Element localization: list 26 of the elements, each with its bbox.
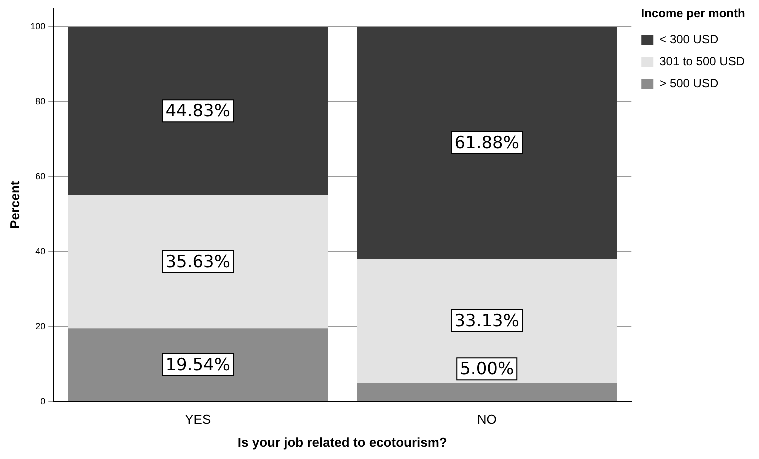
data-label: 5.00% <box>460 359 514 380</box>
bar <box>68 328 328 402</box>
y-tick-label: 0 <box>40 396 46 406</box>
x-tick-label: NO <box>477 412 497 428</box>
data-label: 19.54% <box>166 355 231 376</box>
y-tick-label: 40 <box>36 246 46 256</box>
bar <box>357 383 618 402</box>
legend-label: < 300 USD <box>660 32 719 47</box>
y-tick-label: 60 <box>36 171 46 182</box>
legend-label: > 500 USD <box>660 76 719 91</box>
data-label: 35.63% <box>166 252 231 272</box>
bar <box>68 195 328 329</box>
legend-title: Income per month <box>641 6 746 20</box>
y-tick-label: 80 <box>36 96 46 107</box>
data-label: 61.88% <box>454 133 520 154</box>
data-label: 44.83% <box>166 102 231 122</box>
y-axis-title: Percent <box>7 180 22 229</box>
data-label: 33.13% <box>454 311 520 332</box>
x-tick-label: YES <box>185 412 212 428</box>
x-axis-title: Is your job related to ecotourism? <box>238 434 448 450</box>
bar <box>357 258 618 384</box>
y-tick-label: 100 <box>30 22 46 32</box>
legend-label: 301 to 500 USD <box>660 54 746 69</box>
bar <box>357 27 618 259</box>
y-tick-label: 20 <box>36 321 46 332</box>
bar <box>68 27 328 196</box>
